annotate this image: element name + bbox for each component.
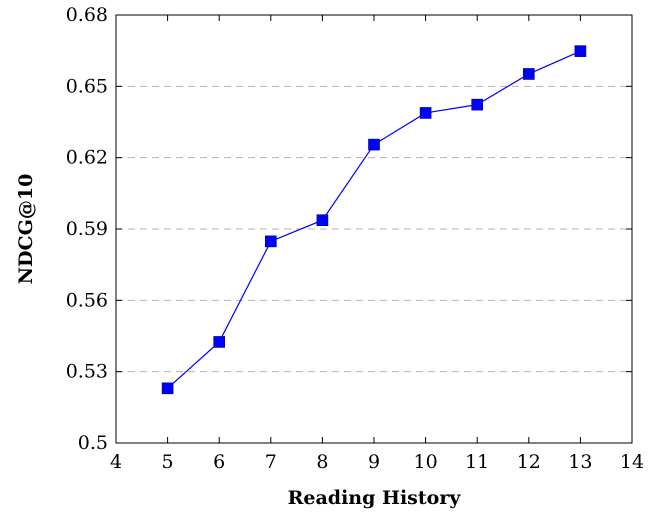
x-tick-label: 14 bbox=[620, 451, 644, 473]
y-tick-label: 0.56 bbox=[66, 289, 108, 311]
x-tick-label: 9 bbox=[368, 451, 380, 473]
data-point-marker bbox=[419, 107, 432, 119]
data-point-marker bbox=[471, 98, 484, 111]
data-point-marker bbox=[522, 68, 535, 80]
y-tick-label: 0.59 bbox=[66, 218, 108, 240]
series-line bbox=[167, 50, 581, 389]
series-layer bbox=[161, 45, 587, 395]
grid-lines bbox=[116, 85, 632, 373]
x-tick-label: 10 bbox=[414, 451, 438, 473]
axis-ticks: 0.5 0.53 0.56 0.59 0.62 0.65 0.68 4 5 6 7 8 9 10 11 12 1… bbox=[66, 4, 644, 473]
x-axis-title: Reading History bbox=[288, 487, 462, 509]
data-point-marker bbox=[264, 235, 277, 248]
data-point-marker bbox=[368, 138, 380, 151]
y-tick-label: 0.53 bbox=[66, 361, 108, 383]
x-tick-label: 6 bbox=[213, 451, 225, 473]
x-tick-label: 8 bbox=[316, 451, 328, 473]
x-tick-label: 13 bbox=[568, 451, 592, 473]
data-point-marker bbox=[161, 382, 174, 395]
data-point-marker bbox=[213, 336, 225, 348]
data-point-marker bbox=[316, 214, 329, 227]
x-tick-label: 7 bbox=[265, 451, 277, 473]
data-point-marker bbox=[574, 45, 587, 57]
y-tick-label: 0.65 bbox=[66, 75, 108, 97]
x-tick-label: 12 bbox=[517, 451, 541, 473]
y-axis-title: NDCG@10 bbox=[15, 174, 37, 285]
y-tick-label: 0.68 bbox=[66, 4, 108, 26]
x-tick-label: 5 bbox=[162, 451, 174, 473]
y-tick-label: 0.62 bbox=[66, 147, 108, 169]
y-tick-label: 0.5 bbox=[78, 432, 108, 454]
x-tick-label: 4 bbox=[110, 451, 122, 473]
x-tick-label: 11 bbox=[465, 451, 489, 473]
